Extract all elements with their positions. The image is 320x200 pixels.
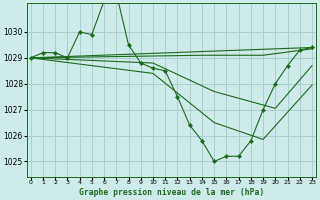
X-axis label: Graphe pression niveau de la mer (hPa): Graphe pression niveau de la mer (hPa) bbox=[79, 188, 264, 197]
